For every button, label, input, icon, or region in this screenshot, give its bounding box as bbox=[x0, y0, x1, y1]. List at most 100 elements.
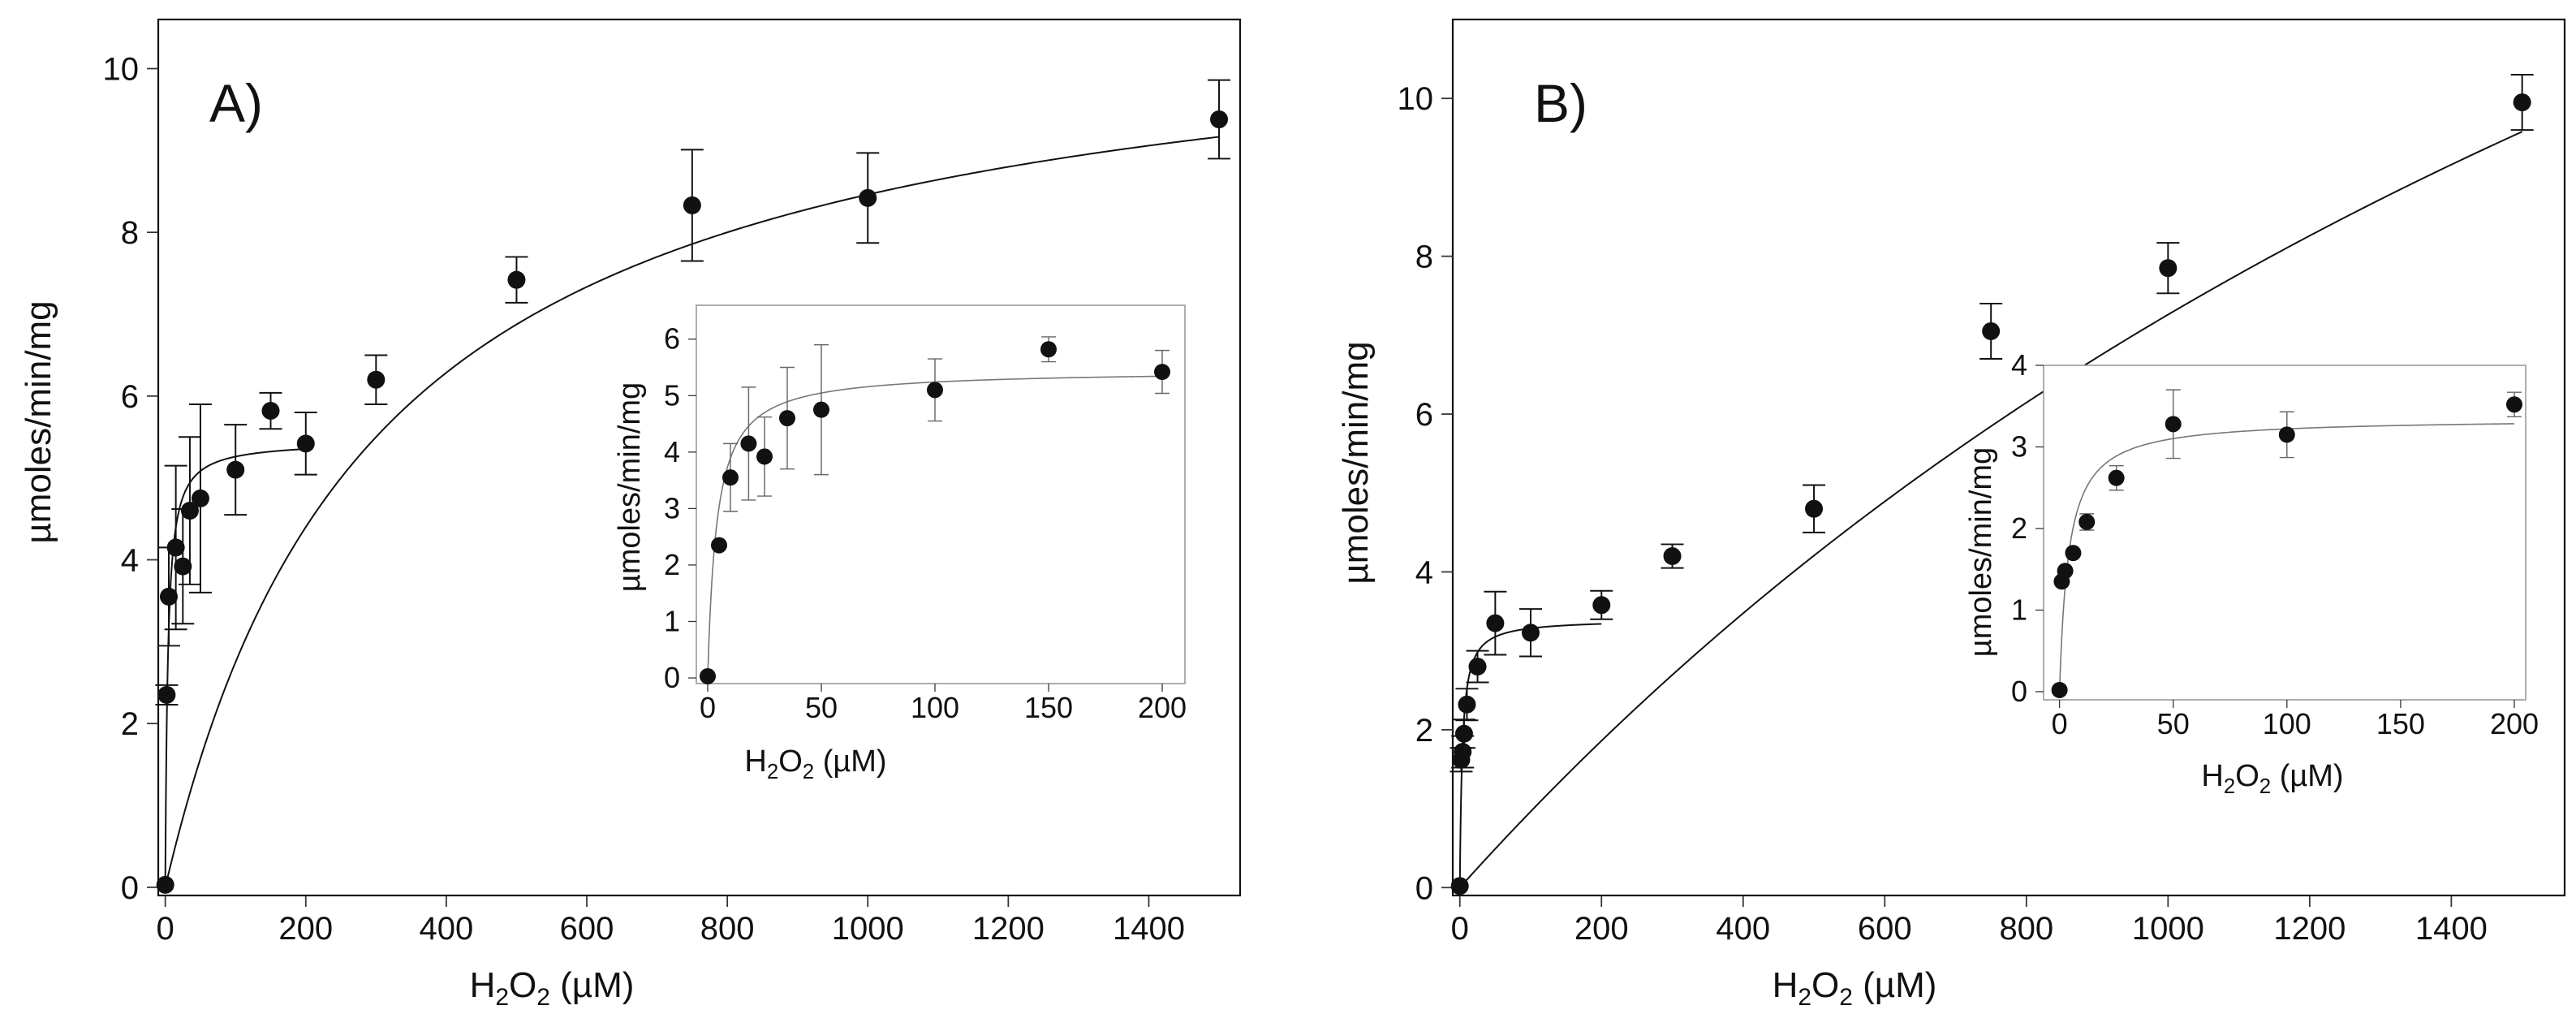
panel-b-data-point bbox=[1468, 658, 1487, 676]
panel-a-y-tick-label: 8 bbox=[121, 215, 139, 251]
panel-b-x-tick-label: 200 bbox=[1574, 911, 1629, 947]
panel-a-inset-data-point bbox=[813, 401, 829, 418]
panel-a-x-tick-label: 1400 bbox=[1113, 911, 1185, 947]
panel-b-x-tick-label: 0 bbox=[1451, 911, 1469, 947]
panel-b-inset-x-tick-label: 100 bbox=[2263, 707, 2311, 740]
panel-a-y-tick-label: 4 bbox=[121, 543, 139, 579]
panel-b-x-tick-label: 1000 bbox=[2132, 911, 2204, 947]
panel-b-y-tick-label: 6 bbox=[1415, 397, 1433, 433]
panel-b-inset-plot-frame bbox=[2043, 365, 2526, 701]
panel-a-inset-y-tick-label: 1 bbox=[664, 604, 680, 637]
panel-a-data-point bbox=[261, 402, 280, 421]
panel-a-inset-data-point bbox=[722, 469, 739, 486]
panel-a-x-tick-label: 1200 bbox=[972, 911, 1045, 947]
panel-b-inset-x-tick-label: 200 bbox=[2490, 707, 2539, 740]
panel-a-inset-data-point bbox=[1040, 341, 1057, 358]
panel-a-data-point bbox=[296, 434, 315, 453]
panel-b-y-label: µmoles/min/mg bbox=[1336, 341, 1376, 584]
panel-a-data-point bbox=[507, 270, 526, 289]
panel-a-inset-y-tick-label: 3 bbox=[664, 491, 680, 524]
panel-a-inset-y-tick-label: 2 bbox=[664, 548, 680, 581]
panel-b-y-tick-label: 0 bbox=[1415, 870, 1433, 906]
panel-a-data-point bbox=[157, 685, 176, 704]
panel-a-inset-plot-frame bbox=[696, 304, 1186, 684]
panel-a-data-point bbox=[367, 370, 386, 389]
panel-a-data-point bbox=[159, 587, 178, 606]
panel-b-y-tick-label: 10 bbox=[1398, 81, 1434, 117]
panel-a-inset-chart: 0 50 100 150 200 0 1 2 3 4 5 6 bbox=[664, 304, 1187, 724]
panel-a-data-point bbox=[191, 489, 209, 507]
panel-a-inset-y-tick-label: 4 bbox=[664, 435, 680, 468]
panel-b-inset-y-tick-label: 2 bbox=[2011, 511, 2027, 545]
panel-b-inset-x-label: H2O2 (µM) bbox=[2201, 759, 2343, 798]
panel-a-y-tick-label: 10 bbox=[103, 52, 140, 88]
panel-b-x-label: H2O2 (µM) bbox=[1773, 965, 1937, 1011]
panel-a-x-tick-label: 800 bbox=[700, 911, 755, 947]
panel-a-fit-curve bbox=[164, 136, 1220, 888]
panel-b-data-point bbox=[1521, 624, 1540, 642]
panel-a-data-point bbox=[226, 460, 245, 479]
panel-a-inset-x-tick-label: 50 bbox=[805, 691, 838, 724]
panel-a-label: A) bbox=[209, 73, 263, 133]
panel-b-inset-data-point bbox=[2278, 426, 2295, 443]
panel-b-data-point bbox=[2513, 93, 2531, 112]
panel-b-data-point bbox=[1454, 743, 1472, 762]
panel-a-data-point bbox=[174, 557, 192, 576]
panel-b-inset-data-point bbox=[2108, 469, 2125, 486]
panel-b-inset-x-tick-label: 50 bbox=[2157, 707, 2190, 740]
panel-a-inset-y-tick-label: 0 bbox=[664, 661, 680, 694]
panel-b-label: B) bbox=[1534, 73, 1587, 133]
panel-b-fit-curve bbox=[1458, 131, 2523, 888]
panel-b-inset-y-tick-label: 0 bbox=[2011, 675, 2027, 708]
panel-b-inset-data-point bbox=[2051, 681, 2068, 698]
panel-b-inset-data-point bbox=[2505, 396, 2522, 413]
panel-a-inset-x-tick-label: 150 bbox=[1024, 691, 1073, 724]
panel-a-inset-x-tick-label: 200 bbox=[1138, 691, 1187, 724]
panel-b-data-point bbox=[1592, 596, 1611, 615]
panel-a-x-tick-label: 400 bbox=[420, 911, 474, 947]
panel-a-inset-data-point bbox=[1154, 364, 1170, 381]
panel-a-y-tick-label: 0 bbox=[121, 870, 139, 906]
panel-a-data-point bbox=[859, 188, 877, 207]
panel-b-inset-data-point bbox=[2065, 545, 2082, 562]
panel-b-inset-x-tick-label: 0 bbox=[2052, 707, 2068, 740]
panel-a-x-tick-label: 600 bbox=[560, 911, 614, 947]
panel-b-data-point bbox=[1982, 321, 2001, 340]
panel-a-inset-data-point bbox=[779, 410, 795, 427]
panel-b-data-point bbox=[1458, 695, 1476, 714]
panel-a-y-tick-label: 2 bbox=[121, 706, 139, 742]
panel-a-x-tick-label: 200 bbox=[278, 911, 333, 947]
panel-b-x-tick-label: 400 bbox=[1716, 911, 1770, 947]
panel-a-inset-x-tick-label: 0 bbox=[700, 691, 716, 724]
panel-a-y-label: µmoles/min/mg bbox=[19, 300, 58, 543]
panel-b-data-point bbox=[1450, 877, 1469, 895]
panel-b-x-tick-label: 800 bbox=[1999, 911, 2053, 947]
panel-a-inset-data-point bbox=[927, 382, 943, 399]
panel-a-inset-x-tick-label: 100 bbox=[911, 691, 959, 724]
panel-a-data-point bbox=[156, 875, 174, 894]
panel-b-inset-y-tick-label: 1 bbox=[2011, 593, 2027, 626]
panel-b-data-point bbox=[1454, 724, 1473, 743]
panel-b-data-point bbox=[1805, 499, 1824, 518]
panel-b-y-tick-label: 4 bbox=[1415, 554, 1433, 590]
panel-a-inset-data-point bbox=[740, 435, 757, 452]
panel-a-inset-data-point bbox=[756, 448, 773, 465]
panel-a-data-point bbox=[683, 196, 701, 214]
panel-a-x-label: H2O2 (µM) bbox=[470, 965, 635, 1011]
panel-a-y-tick-label: 6 bbox=[121, 379, 139, 415]
panel-a-data-point bbox=[180, 502, 199, 520]
panel-a-x-tick-label: 0 bbox=[157, 911, 174, 947]
panel-a-data-point bbox=[1210, 110, 1229, 129]
panel-b-x-tick-label: 600 bbox=[1858, 911, 1912, 947]
panel-a-inset-data-point bbox=[700, 667, 716, 684]
panel-b-data-point bbox=[1486, 614, 1505, 632]
panel-a-inset-y-tick-label: 5 bbox=[664, 378, 680, 412]
panel-b-inset-data-point bbox=[2057, 563, 2074, 580]
panel-b-data-point bbox=[1663, 547, 1682, 566]
panel-b-x-tick-label: 1200 bbox=[2273, 911, 2346, 947]
panel-a-inset-y-tick-label: 6 bbox=[664, 322, 680, 356]
panel-a-inset-data-point bbox=[711, 537, 727, 554]
panel-b-inset-y-tick-label: 3 bbox=[2011, 429, 2027, 463]
panel-b-inset-x-tick-label: 150 bbox=[2376, 707, 2425, 740]
